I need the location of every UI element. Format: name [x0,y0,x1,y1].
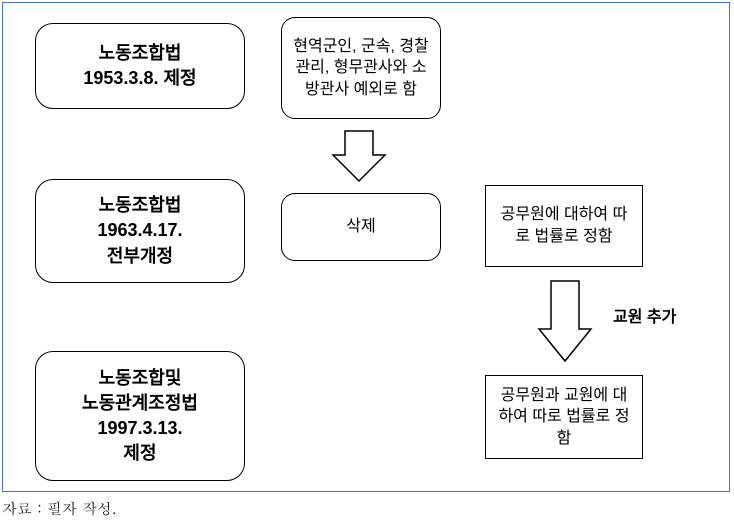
law3-line2: 노동관계조정법 [82,393,198,413]
detail4-text: 공무원과 교원에 대하여 따로 법률로 정함 [494,385,634,450]
law2-suffix: 전부개정 [107,246,173,266]
law-box-2: 노동조합법 1963.4.17. 전부개정 [35,179,245,283]
law3-suffix: 제정 [123,443,156,463]
law2-date: 1963.4.17. [97,220,182,240]
source-text: 자료 : 필자 작성. [2,498,116,519]
law1-title: 노동조합법 [99,43,182,63]
law3-title: 노동조합및 [99,368,182,388]
source-caption: 자료 : 필자 작성. [2,498,116,519]
detail3-text: 공무원에 대하여 따로 법률로 정함 [494,204,634,247]
arrow-down-2 [537,279,593,363]
detail-box-4: 공무원과 교원에 대하여 따로 법률로 정함 [485,375,643,459]
detail-box-3: 공무원에 대하여 따로 법률로 정함 [485,185,643,267]
detail1-text: 현역군인, 군속, 경찰관리, 형무관사와 소방관사 예외로 함 [290,36,432,101]
diagram-frame: 노동조합법 1953.3.8. 제정 노동조합법 1963.4.17. 전부개정… [2,2,730,492]
arrow-label: 교원 추가 [613,303,676,327]
detail-box-2: 삭제 [281,193,441,261]
law-box-1: 노동조합법 1953.3.8. 제정 [35,23,245,109]
arrow-label-text: 교원 추가 [613,309,676,326]
law3-date: 1997.3.13. [97,418,182,438]
law-box-3: 노동조합및 노동관계조정법 1997.3.13. 제정 [35,351,245,481]
law2-title: 노동조합법 [99,195,182,215]
detail2-text: 삭제 [346,216,375,238]
detail-box-1: 현역군인, 군속, 경찰관리, 형무관사와 소방관사 예외로 함 [281,17,441,119]
arrow-down-1 [331,129,387,183]
law1-date: 1953.3.8. 제정 [83,68,196,88]
